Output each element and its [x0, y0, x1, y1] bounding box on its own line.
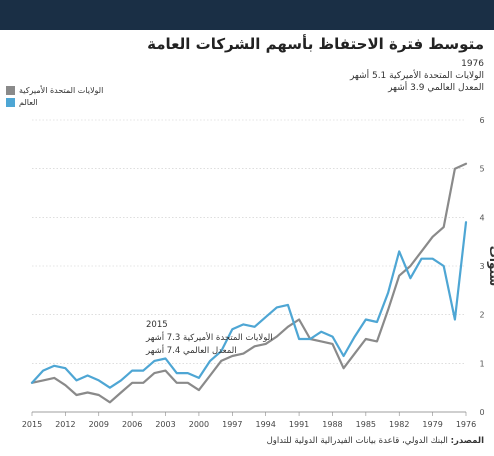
- subtitle-block: 1976 الولايات المتحدة الأميركية 5.1 أشهر…: [350, 58, 484, 94]
- y-tick-label: 5: [479, 165, 484, 174]
- x-tick-label: 1994: [256, 420, 276, 429]
- y-tick-label: 6: [479, 116, 484, 125]
- x-tick-label: 2015: [22, 420, 42, 429]
- series-line-us: [30, 162, 468, 404]
- x-tick-label: 2006: [122, 420, 142, 429]
- x-tick-label: 1997: [222, 420, 242, 429]
- source-label: المصدر:: [450, 436, 484, 446]
- x-tick-label: 1979: [422, 420, 442, 429]
- y-tick-label: 4: [479, 213, 484, 222]
- annotation-us: الولايات المتحدة الأميركية 7.3 أشهر: [145, 331, 273, 343]
- y-axis-label: سنوات: [486, 246, 494, 286]
- x-tick-label: 1982: [389, 420, 409, 429]
- source-note: المصدر: البنك الدولي، قاعدة بيانات الفيد…: [267, 436, 484, 446]
- legend-item-us: الولايات المتحدة الأميركية: [6, 84, 103, 96]
- y-tick-label: 3: [479, 262, 484, 271]
- legend-item-world: العالم: [6, 96, 103, 108]
- legend-label-us: الولايات المتحدة الأميركية: [19, 85, 104, 95]
- subtitle-us-value: الولايات المتحدة الأميركية 5.1 أشهر: [349, 71, 484, 81]
- legend-swatch-world: [6, 97, 15, 107]
- top-banner: [0, 0, 494, 30]
- x-tick-label: 2003: [155, 420, 175, 429]
- legend-label-world: العالم: [19, 97, 38, 107]
- chart-title: متوسط فترة الاحتفاظ بأسهم الشركات العامة: [147, 35, 484, 53]
- subtitle-year: 1976: [461, 59, 484, 69]
- subtitle-world-value: المعدل العالمي 3.9 أشهر: [388, 83, 484, 93]
- x-tick-label: 2009: [89, 420, 109, 429]
- x-tick-label: 2012: [55, 420, 75, 429]
- x-tick-label: 1985: [356, 420, 376, 429]
- x-tick-label: 1988: [322, 420, 342, 429]
- annotation-year: 2015: [146, 320, 168, 330]
- y-tick-label: 1: [479, 359, 484, 368]
- x-tick-label: 1991: [289, 420, 309, 429]
- x-tick-label: 2000: [189, 420, 209, 429]
- y-tick-label: 2: [479, 311, 484, 320]
- legend: الولايات المتحدة الأميركية العالم: [6, 84, 103, 108]
- source-text: البنك الدولي، قاعدة بيانات الفيدرالية ال…: [266, 436, 448, 446]
- legend-swatch-us: [6, 85, 15, 95]
- annotation-world: المعدل العالمي 7.4 أشهر: [145, 344, 237, 356]
- x-tick-label: 1976: [456, 420, 476, 429]
- y-tick-label: 0: [479, 408, 484, 417]
- series-line-world: [30, 221, 468, 389]
